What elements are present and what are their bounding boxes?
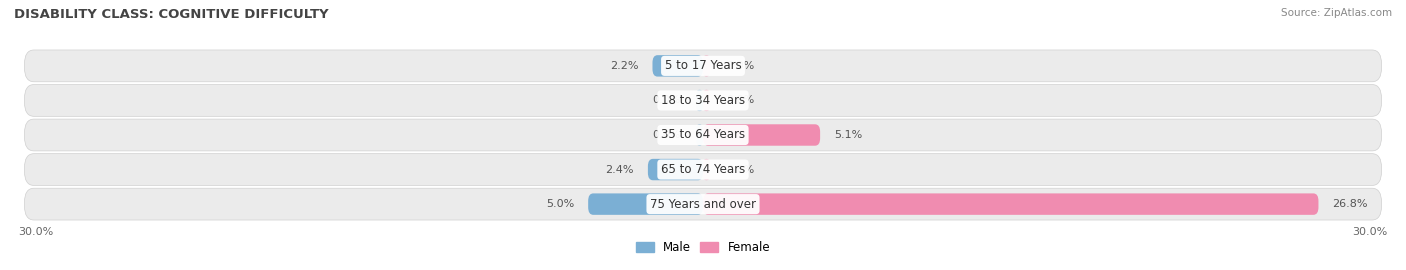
FancyBboxPatch shape	[648, 159, 703, 180]
Text: 30.0%: 30.0%	[18, 227, 53, 237]
Text: 0.0%: 0.0%	[725, 61, 754, 71]
Text: 30.0%: 30.0%	[1353, 227, 1388, 237]
Text: 18 to 34 Years: 18 to 34 Years	[661, 94, 745, 107]
FancyBboxPatch shape	[24, 188, 1382, 220]
FancyBboxPatch shape	[24, 50, 1382, 82]
Text: DISABILITY CLASS: COGNITIVE DIFFICULTY: DISABILITY CLASS: COGNITIVE DIFFICULTY	[14, 8, 329, 21]
FancyBboxPatch shape	[703, 124, 820, 146]
FancyBboxPatch shape	[696, 124, 703, 146]
Text: Source: ZipAtlas.com: Source: ZipAtlas.com	[1281, 8, 1392, 18]
Text: 2.4%: 2.4%	[606, 164, 634, 175]
FancyBboxPatch shape	[703, 193, 1319, 215]
Text: 35 to 64 Years: 35 to 64 Years	[661, 129, 745, 141]
Text: 0.0%: 0.0%	[652, 95, 681, 106]
Text: 0.0%: 0.0%	[652, 130, 681, 140]
FancyBboxPatch shape	[703, 55, 710, 77]
Text: 2.2%: 2.2%	[610, 61, 638, 71]
FancyBboxPatch shape	[588, 193, 703, 215]
Text: 65 to 74 Years: 65 to 74 Years	[661, 163, 745, 176]
Text: 0.0%: 0.0%	[725, 164, 754, 175]
FancyBboxPatch shape	[24, 85, 1382, 116]
Text: 0.0%: 0.0%	[725, 95, 754, 106]
Text: 26.8%: 26.8%	[1333, 199, 1368, 209]
Text: 5.1%: 5.1%	[834, 130, 862, 140]
FancyBboxPatch shape	[652, 55, 703, 77]
FancyBboxPatch shape	[703, 159, 710, 180]
FancyBboxPatch shape	[703, 90, 710, 111]
Legend: Male, Female: Male, Female	[631, 236, 775, 259]
FancyBboxPatch shape	[24, 119, 1382, 151]
Text: 5 to 17 Years: 5 to 17 Years	[665, 59, 741, 72]
FancyBboxPatch shape	[24, 154, 1382, 185]
Text: 75 Years and over: 75 Years and over	[650, 198, 756, 211]
Text: 5.0%: 5.0%	[546, 199, 575, 209]
FancyBboxPatch shape	[696, 90, 703, 111]
